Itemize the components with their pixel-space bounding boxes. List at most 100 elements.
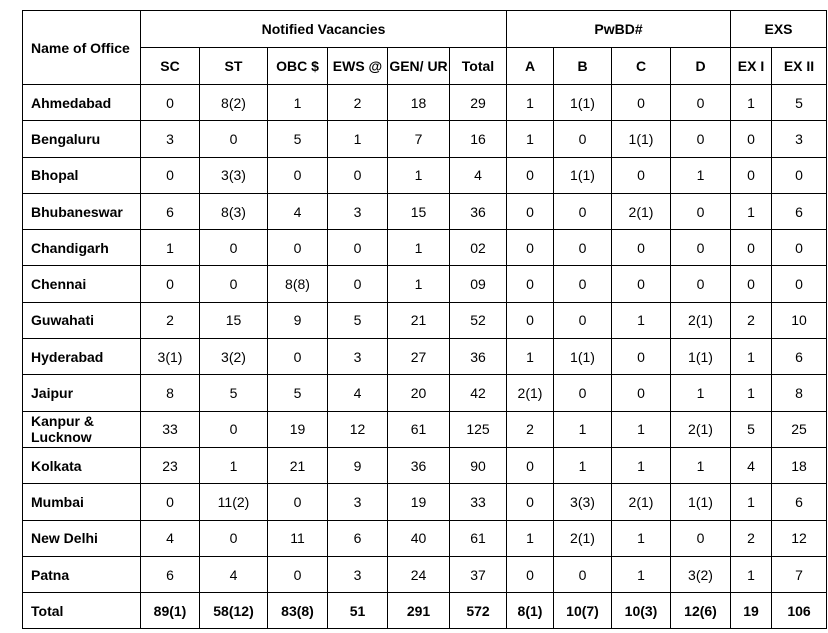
cell-a: 2 bbox=[506, 410, 554, 448]
cell-total: 572 bbox=[449, 592, 507, 630]
cell-b: 0 bbox=[553, 374, 612, 412]
cell-total: 125 bbox=[449, 410, 507, 448]
total-row: Total 89(1) 58(12) 83(8) 51 291 572 8(1) 10(7) 10… bbox=[22, 592, 827, 630]
cell-gen-ur: 1 bbox=[387, 229, 450, 267]
cell-ex-i: 1 bbox=[730, 83, 772, 122]
table-row: Chandigarh 1 0 0 0 1 02 0 0 0 0 0 0 bbox=[22, 229, 827, 267]
office-name: Mumbai bbox=[22, 483, 141, 521]
cell-sc: 0 bbox=[140, 483, 200, 521]
office-name: Hyderabad bbox=[22, 338, 141, 376]
column-header: EWS @ bbox=[327, 47, 388, 85]
cell-d: 1(1) bbox=[670, 483, 731, 521]
cell-a: 0 bbox=[506, 156, 554, 194]
cell-ex-ii: 6 bbox=[771, 338, 827, 376]
cell-obc: 0 bbox=[267, 229, 328, 267]
office-name: Patna bbox=[22, 555, 141, 594]
cell-ews: 0 bbox=[327, 265, 388, 303]
cell-gen-ur: 61 bbox=[387, 410, 450, 448]
cell-gen-ur: 1 bbox=[387, 156, 450, 194]
cell-obc: 8(8) bbox=[267, 265, 328, 303]
column-header: GEN/ UR bbox=[387, 47, 450, 85]
cell-obc: 0 bbox=[267, 338, 328, 376]
cell-gen-ur: 1 bbox=[387, 265, 450, 303]
cell-a: 2(1) bbox=[506, 374, 554, 412]
cell-c: 0 bbox=[611, 83, 671, 122]
cell-c: 1 bbox=[611, 446, 671, 485]
cell-total: 09 bbox=[449, 265, 507, 303]
cell-d: 0 bbox=[670, 229, 731, 267]
cell-st: 0 bbox=[199, 265, 268, 303]
cell-a: 0 bbox=[506, 301, 554, 340]
cell-st: 4 bbox=[199, 555, 268, 594]
cell-st: 1 bbox=[199, 446, 268, 485]
cell-b: 0 bbox=[553, 555, 612, 594]
cell-ews: 4 bbox=[327, 374, 388, 412]
cell-st: 58(12) bbox=[199, 592, 268, 630]
cell-ews: 0 bbox=[327, 156, 388, 194]
vacancy-table: Name of Office Notified Vacancies PwBD# … bbox=[22, 10, 827, 630]
cell-sc: 0 bbox=[140, 83, 200, 122]
table-row: Ahmedabad 0 8(2) 1 2 18 29 1 1(1) 0 0 1 5 bbox=[22, 83, 827, 122]
cell-a: 0 bbox=[506, 192, 554, 231]
cell-ex-ii: 10 bbox=[771, 301, 827, 340]
cell-obc: 0 bbox=[267, 483, 328, 521]
office-name: Chandigarh bbox=[22, 229, 141, 267]
cell-st: 5 bbox=[199, 374, 268, 412]
cell-a: 0 bbox=[506, 229, 554, 267]
cell-ex-i: 0 bbox=[730, 229, 772, 267]
cell-a: 0 bbox=[506, 555, 554, 594]
cell-total: 36 bbox=[449, 338, 507, 376]
cell-ex-ii: 3 bbox=[771, 120, 827, 158]
cell-gen-ur: 7 bbox=[387, 120, 450, 158]
cell-sc: 33 bbox=[140, 410, 200, 448]
cell-sc: 8 bbox=[140, 374, 200, 412]
cell-obc: 5 bbox=[267, 120, 328, 158]
cell-ex-i: 19 bbox=[730, 592, 772, 630]
office-name: Chennai bbox=[22, 265, 141, 303]
office-name: Kolkata bbox=[22, 446, 141, 485]
cell-ex-ii: 12 bbox=[771, 519, 827, 557]
cell-sc: 3 bbox=[140, 120, 200, 158]
cell-ex-ii: 18 bbox=[771, 446, 827, 485]
cell-a: 0 bbox=[506, 265, 554, 303]
table-row: Kanpur & Lucknow 33 0 19 12 61 125 2 1 1 2(1) 5 25 bbox=[22, 410, 827, 448]
cell-ex-i: 2 bbox=[730, 301, 772, 340]
cell-total: 37 bbox=[449, 555, 507, 594]
cell-ews: 12 bbox=[327, 410, 388, 448]
office-name: Bhubaneswar bbox=[22, 192, 141, 231]
cell-ex-i: 1 bbox=[730, 374, 772, 412]
office-name: Jaipur bbox=[22, 374, 141, 412]
column-header: ST bbox=[199, 47, 268, 85]
cell-c: 0 bbox=[611, 374, 671, 412]
cell-sc: 1 bbox=[140, 229, 200, 267]
cell-b: 0 bbox=[553, 301, 612, 340]
cell-sc: 0 bbox=[140, 265, 200, 303]
column-header: A bbox=[506, 47, 554, 85]
cell-a: 1 bbox=[506, 83, 554, 122]
office-name: Kanpur & Lucknow bbox=[22, 410, 141, 448]
cell-ews: 5 bbox=[327, 301, 388, 340]
cell-ex-i: 1 bbox=[730, 192, 772, 231]
column-header: B bbox=[553, 47, 612, 85]
office-name: Total bbox=[22, 592, 141, 630]
cell-ews: 6 bbox=[327, 519, 388, 557]
column-header: D bbox=[670, 47, 731, 85]
cell-d: 1 bbox=[670, 446, 731, 485]
cell-sc: 6 bbox=[140, 192, 200, 231]
cell-st: 8(2) bbox=[199, 83, 268, 122]
cell-d: 1(1) bbox=[670, 338, 731, 376]
table-row: Chennai 0 0 8(8) 0 1 09 0 0 0 0 0 0 bbox=[22, 265, 827, 303]
column-header: EX II bbox=[771, 47, 827, 85]
cell-sc: 6 bbox=[140, 555, 200, 594]
cell-ex-i: 0 bbox=[730, 265, 772, 303]
cell-total: 4 bbox=[449, 156, 507, 194]
cell-c: 2(1) bbox=[611, 192, 671, 231]
cell-st: 0 bbox=[199, 120, 268, 158]
cell-a: 1 bbox=[506, 338, 554, 376]
cell-d: 0 bbox=[670, 192, 731, 231]
cell-d: 0 bbox=[670, 265, 731, 303]
cell-ex-i: 1 bbox=[730, 483, 772, 521]
cell-ex-ii: 6 bbox=[771, 192, 827, 231]
cell-ews: 3 bbox=[327, 483, 388, 521]
cell-ex-ii: 25 bbox=[771, 410, 827, 448]
